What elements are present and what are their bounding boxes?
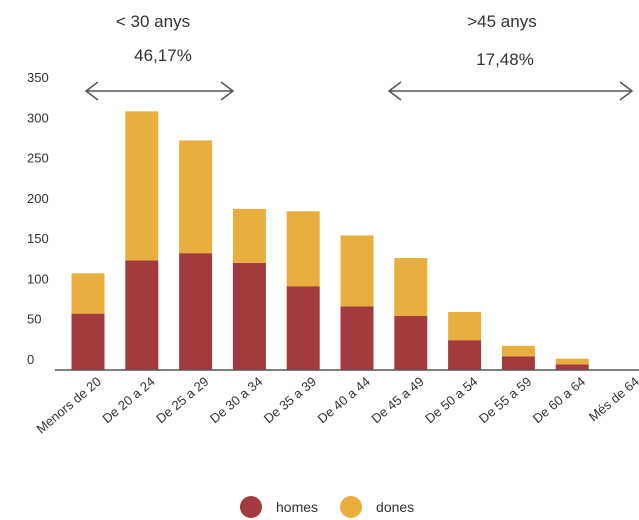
bar-dones xyxy=(71,273,105,314)
bar-homes xyxy=(340,306,374,370)
bar-homes xyxy=(501,356,535,370)
legend-label-dones: dones xyxy=(376,499,415,515)
bar-dones xyxy=(286,211,320,287)
bar-dones xyxy=(394,258,428,317)
left-range-label: < 30 anys xyxy=(115,12,191,31)
y-tick-label: 300 xyxy=(27,110,49,125)
x-tick-label: De 55 a 59 xyxy=(476,374,534,426)
right-range-label: >45 anys xyxy=(467,12,537,31)
right-range-arrow xyxy=(387,81,634,101)
right-range-percent: 17,48% xyxy=(476,50,534,69)
y-tick-label: 100 xyxy=(27,271,49,286)
bar-dones xyxy=(448,311,482,341)
y-tick-label: 0 xyxy=(27,352,34,367)
bar-homes xyxy=(394,316,428,370)
legend-item-dones: dones xyxy=(340,496,414,518)
y-tick-label: 350 xyxy=(27,70,49,85)
bar-homes xyxy=(286,286,320,370)
bar-homes xyxy=(71,313,105,370)
legend-item-homes: homes xyxy=(240,496,318,518)
x-tick-label: De 50 a 54 xyxy=(422,374,480,426)
y-axis-ticks: 0 50 100 150 200 250 300 350 xyxy=(27,70,49,367)
y-tick-label: 50 xyxy=(27,312,41,327)
homes-swatch xyxy=(240,496,262,518)
x-tick-label: De 30 a 34 xyxy=(207,374,265,426)
y-tick-label: 250 xyxy=(27,151,49,166)
bar-dones xyxy=(340,235,374,307)
x-tick-label: De 25 a 29 xyxy=(153,374,211,426)
x-tick-label: De 20 a 24 xyxy=(99,374,157,426)
bar-homes xyxy=(179,253,213,370)
bar-dones xyxy=(125,111,159,261)
bar-dones xyxy=(232,208,266,263)
dones-swatch xyxy=(340,496,363,518)
x-tick-label: De 60 a 64 xyxy=(530,374,588,426)
x-tick-label: De 45 a 49 xyxy=(368,374,426,426)
bar-dones xyxy=(555,358,589,365)
legend-label-homes: homes xyxy=(276,499,319,515)
bar-homes xyxy=(555,364,589,370)
legend: homes dones xyxy=(240,496,436,518)
left-range-arrow xyxy=(84,81,235,101)
x-tick-label: Menors de 20 xyxy=(33,374,104,437)
bars xyxy=(71,111,589,370)
y-tick-label: 200 xyxy=(27,191,49,206)
bar-homes xyxy=(448,340,482,370)
left-range-percent: 46,17% xyxy=(134,46,192,65)
x-tick-label: Més de 64 xyxy=(586,374,639,425)
bar-homes xyxy=(125,260,159,370)
x-tick-label: De 35 a 39 xyxy=(261,374,319,426)
bar-homes xyxy=(232,262,266,370)
bar-dones xyxy=(179,140,213,254)
x-tick-label: De 40 a 44 xyxy=(315,374,373,426)
y-tick-label: 150 xyxy=(27,231,49,246)
bar-dones xyxy=(501,345,535,357)
